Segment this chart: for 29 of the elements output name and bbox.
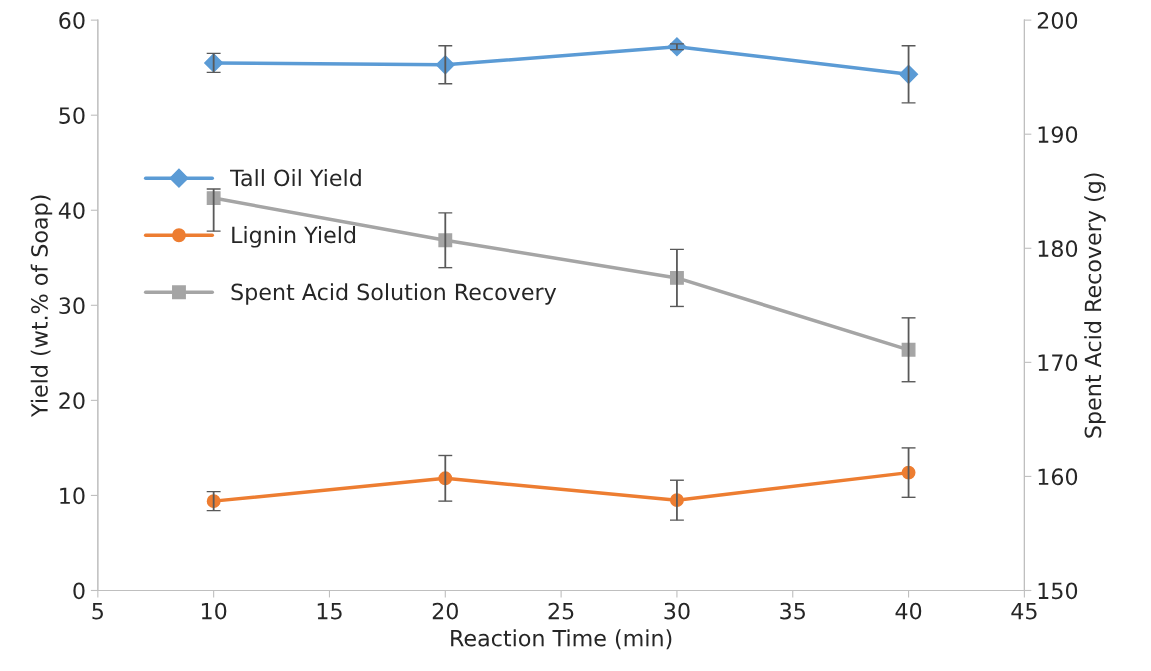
x-tick-label: 35 bbox=[780, 602, 805, 620]
y-tick-label: 0 bbox=[73, 582, 85, 600]
y2-tick-label: 200 bbox=[1037, 12, 1078, 29]
x-tick-label: 15 bbox=[317, 602, 342, 620]
x-tick-label: 25 bbox=[548, 602, 574, 620]
y-tick-label: 30 bbox=[59, 297, 85, 315]
x-tick-label: 40 bbox=[895, 602, 922, 620]
y2-tick-label: 160 bbox=[1038, 468, 1078, 486]
y2-axis-title: Spent Acid Recovery (g) bbox=[1084, 173, 1106, 438]
legend-label: Lignin Yield bbox=[232, 226, 356, 248]
y-tick-label: 40 bbox=[58, 202, 85, 220]
y-axis-title: Yield (wt.% of Soap) bbox=[30, 195, 53, 418]
point bbox=[901, 342, 916, 357]
y2-tick-label: 170 bbox=[1038, 354, 1078, 372]
x-tick-label: 10 bbox=[201, 602, 227, 620]
y2-tick-label: 190 bbox=[1038, 126, 1078, 143]
legend-label: Tall Oil Yield bbox=[230, 169, 361, 187]
x-tick-label: 30 bbox=[664, 602, 690, 620]
x-tick-label: 20 bbox=[432, 602, 458, 620]
x-axis-title: Reaction Time (min) bbox=[451, 629, 672, 650]
legend-label: Spent Acid Solution Recovery bbox=[231, 283, 557, 305]
y2-tick-label: 150 bbox=[1038, 582, 1078, 600]
y-tick-label: 60 bbox=[59, 12, 85, 29]
x-tick-label: 45 bbox=[1011, 602, 1037, 620]
y-tick-label: 50 bbox=[59, 107, 85, 124]
y-tick-label: 20 bbox=[59, 392, 85, 410]
x-tick-label: 5 bbox=[92, 602, 103, 620]
y-tick-label: 10 bbox=[60, 487, 85, 505]
y2-tick-label: 180 bbox=[1038, 240, 1078, 258]
